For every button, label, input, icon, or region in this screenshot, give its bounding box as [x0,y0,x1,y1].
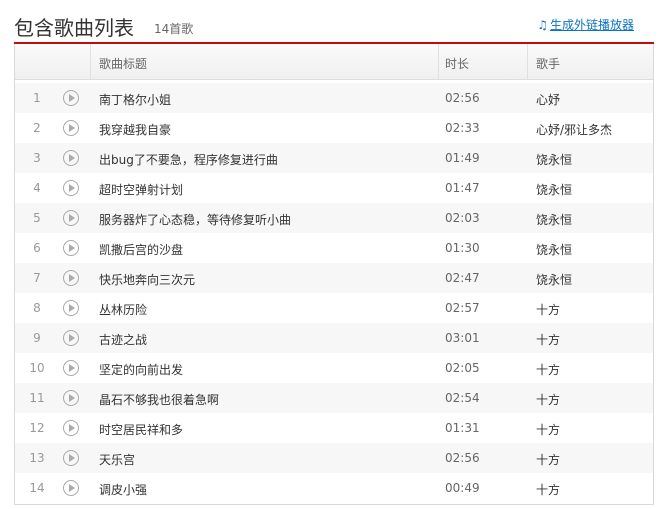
song-duration: 02:56 [445,451,480,465]
song-index: 6 [33,241,41,255]
play-icon[interactable] [63,240,79,256]
play-icon[interactable] [63,450,79,466]
song-title[interactable]: 服务器炸了心态稳，等待修复听小曲 [99,213,292,227]
song-singer[interactable]: 心妤/邪让多杰 [536,123,613,137]
song-singer[interactable]: 饶永恒 [536,213,573,227]
song-title[interactable]: 晶石不够我也很着急啊 [99,393,220,407]
song-title[interactable]: 丛林历险 [99,303,148,317]
play-icon[interactable] [63,390,79,406]
table-row[interactable]: 6 凯撒后宫的沙盘 01:30 饶永恒 [15,233,653,263]
song-index: 4 [33,181,41,195]
song-duration: 01:30 [445,241,480,255]
table-header: 歌曲标题 时长 歌手 [15,44,653,80]
song-index: 13 [29,451,45,465]
table-row[interactable]: 1 南丁格尔小姐 02:56 心妤 [15,83,653,113]
play-icon[interactable] [63,270,79,286]
play-icon[interactable] [63,120,79,136]
song-index: 9 [33,331,41,345]
play-icon[interactable] [63,480,79,496]
table-row[interactable]: 3 出bug了不要急，程序修复进行曲 01:49 饶永恒 [15,143,653,173]
play-icon[interactable] [63,420,79,436]
song-singer[interactable]: 十方 [536,393,561,407]
song-singer[interactable]: 饶永恒 [536,273,573,287]
table-row[interactable]: 14 调皮小强 00:49 十方 [15,473,653,503]
table-row[interactable]: 5 服务器炸了心态稳，等待修复听小曲 02:03 饶永恒 [15,203,653,233]
song-singer[interactable]: 饶永恒 [536,243,573,257]
generate-player-link[interactable]: ♫ 生成外链播放器 [537,16,634,33]
song-duration: 02:57 [445,301,480,315]
table-row[interactable]: 13 天乐宫 02:56 十方 [15,443,653,473]
play-icon[interactable] [63,180,79,196]
song-duration: 02:05 [445,361,480,375]
song-duration: 03:01 [445,331,480,345]
song-title[interactable]: 古迹之战 [99,333,148,347]
song-title[interactable]: 坚定的向前出发 [99,363,184,377]
table-row[interactable]: 11 晶石不够我也很着急啊 02:54 十方 [15,383,653,413]
song-singer[interactable]: 心妤 [536,93,561,107]
song-index: 8 [33,301,41,315]
column-header-title: 歌曲标题 [99,57,148,71]
song-duration: 02:54 [445,391,480,405]
song-title[interactable]: 凯撒后宫的沙盘 [99,243,184,257]
page-title: 包含歌曲列表 [14,16,134,40]
song-duration: 02:47 [445,271,480,285]
table-row[interactable]: 9 古迹之战 03:01 十方 [15,323,653,353]
song-duration: 00:49 [445,481,480,495]
song-title[interactable]: 出bug了不要急，程序修复进行曲 [99,153,278,167]
column-header-duration: 时长 [445,57,470,71]
song-title[interactable]: 超时空弹射计划 [99,183,184,197]
song-singer[interactable]: 十方 [536,423,561,437]
song-index: 12 [29,421,45,435]
table-row[interactable]: 2 我穿越我自豪 02:33 心妤/邪让多杰 [15,113,653,143]
play-icon[interactable] [63,300,79,316]
song-duration: 01:31 [445,421,480,435]
play-icon[interactable] [63,210,79,226]
column-header-singer: 歌手 [536,57,561,71]
song-count: 14首歌 [154,22,194,36]
table-row[interactable]: 10 坚定的向前出发 02:05 十方 [15,353,653,383]
song-duration: 02:03 [445,211,480,225]
song-duration: 02:56 [445,91,480,105]
play-icon[interactable] [63,150,79,166]
song-duration: 01:49 [445,151,480,165]
column-separator [527,44,528,79]
header-divider [14,42,654,44]
song-title[interactable]: 我穿越我自豪 [99,123,172,137]
column-separator [90,44,91,79]
song-title[interactable]: 调皮小强 [99,483,148,497]
column-separator [438,44,439,79]
song-singer[interactable]: 十方 [536,483,561,497]
song-duration: 02:33 [445,121,480,135]
play-icon[interactable] [63,360,79,376]
song-index: 1 [33,91,41,105]
song-singer[interactable]: 十方 [536,333,561,347]
song-index: 7 [33,271,41,285]
generate-player-label: 生成外链播放器 [549,18,634,32]
song-singer[interactable]: 饶永恒 [536,153,573,167]
song-title[interactable]: 时空居民祥和多 [99,423,184,437]
song-index: 10 [29,361,45,375]
song-duration: 01:47 [445,181,480,195]
play-icon[interactable] [63,330,79,346]
song-singer[interactable]: 饶永恒 [536,183,573,197]
table-row[interactable]: 4 超时空弹射计划 01:47 饶永恒 [15,173,653,203]
play-icon[interactable] [63,90,79,106]
song-index: 2 [33,121,41,135]
song-singer[interactable]: 十方 [536,363,561,377]
song-index: 3 [33,151,41,165]
song-singer[interactable]: 十方 [536,303,561,317]
music-note-icon: ♫ [537,18,548,32]
song-index: 14 [29,481,45,495]
section-header: 包含歌曲列表 14首歌 ♫ 生成外链播放器 [14,12,654,42]
song-title[interactable]: 快乐地奔向三次元 [99,273,196,287]
table-row[interactable]: 7 快乐地奔向三次元 02:47 饶永恒 [15,263,653,293]
table-row[interactable]: 8 丛林历险 02:57 十方 [15,293,653,323]
song-index: 11 [29,391,45,405]
song-singer[interactable]: 十方 [536,453,561,467]
song-title[interactable]: 南丁格尔小姐 [99,93,172,107]
song-title[interactable]: 天乐宫 [99,453,136,467]
song-table: 歌曲标题 时长 歌手 1 南丁格尔小姐 02:56 心妤 2 我穿越我自豪 02:… [14,44,654,505]
table-row[interactable]: 12 时空居民祥和多 01:31 十方 [15,413,653,443]
song-index: 5 [33,211,41,225]
